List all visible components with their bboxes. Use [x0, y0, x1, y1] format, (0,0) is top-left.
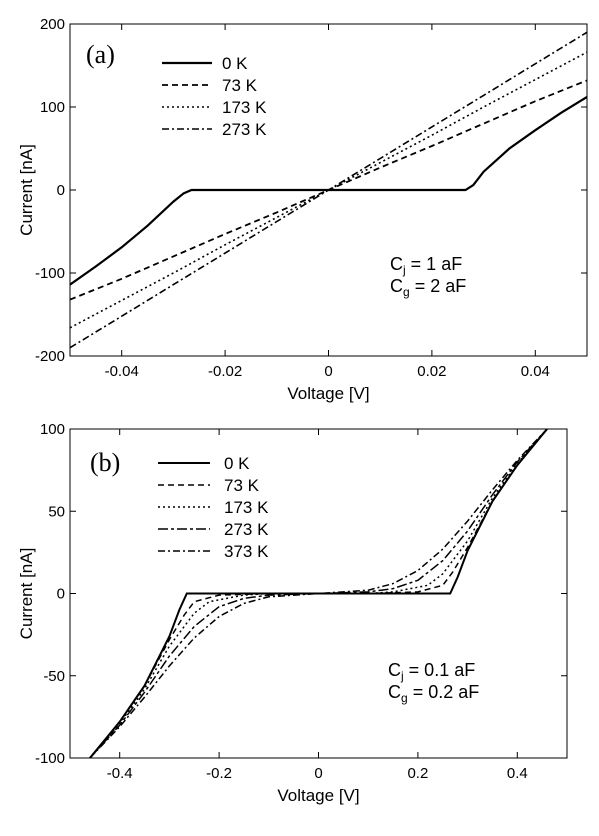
panel-a-y-tick-label: 200 — [40, 16, 65, 33]
panel-b-capacitance-annotation: Cj = 0.1 aF — [388, 660, 475, 683]
panel-a-y-tick-label: 0 — [57, 182, 65, 199]
panel-a-capacitance-annotation: Cj = 1 aF — [390, 254, 462, 277]
panel-b-x-tick-label: -0.2 — [206, 765, 232, 782]
panel-a-y-tick-label: -100 — [35, 265, 65, 282]
panel-b-legend-label: 0 K — [224, 454, 250, 473]
panel-b-y-tick-label: -100 — [35, 750, 65, 767]
panel-b-legend-label: 273 K — [224, 520, 269, 539]
panel-a-x-tick-label: 0.02 — [417, 363, 446, 380]
panel-b-y-axis-title: Current [nA] — [17, 548, 36, 640]
panel-b-y-tick-label: -50 — [43, 668, 65, 685]
panel-b-legend-label: 373 K — [224, 542, 269, 561]
panel-a-legend-label: 173 K — [222, 98, 267, 117]
panel-b-capacitance-annotation: Cg = 0.2 aF — [388, 682, 479, 705]
panel-a-y-tick-label: 100 — [40, 99, 65, 116]
panel-b-x-tick-label: -0.4 — [107, 765, 133, 782]
panel-b-x-axis-title: Voltage [V] — [277, 786, 359, 805]
panel-a-legend-label: 273 K — [222, 120, 267, 139]
panel-a-legend-label: 0 K — [222, 54, 248, 73]
panel-b-y-tick-label: 100 — [40, 421, 65, 438]
panel-b-x-tick-label: 0 — [314, 765, 322, 782]
panel-a-x-axis-title: Voltage [V] — [287, 384, 369, 403]
panel-a-legend-label: 73 K — [222, 76, 258, 95]
panel-b-y-tick-label: 50 — [48, 503, 65, 520]
panel-b: -0.4 -0.2 0 0.2 0.4 -100 -50 0 50 100 Voltage [V] C… — [17, 421, 568, 805]
panel-b-x-tick-label: 0.2 — [407, 765, 428, 782]
panel-a-y-tick-label: -200 — [35, 348, 65, 365]
panel-a-x-tick-label: -0.04 — [105, 363, 139, 380]
panel-b-series-373k — [89, 429, 548, 758]
panel-a-x-tick-label: 0.04 — [521, 363, 550, 380]
panel-b-y-tick-label: 0 — [57, 586, 65, 603]
panel-a-x-tick-label: 0 — [324, 363, 332, 380]
panel-a-capacitance-annotation: Cg = 2 aF — [390, 276, 466, 299]
panel-a-series-273k — [70, 31, 587, 349]
panel-a: -0.04 -0.02 0 0.02 0.04 -200 -100 0 100 200 Voltag… — [17, 16, 588, 403]
panel-a-y-axis-title: Current [nA] — [17, 144, 36, 236]
panel-a-panel-label: (a) — [86, 40, 115, 69]
panel-a-x-tick-label: -0.02 — [208, 363, 242, 380]
panel-b-x-tick-label: 0.4 — [507, 765, 528, 782]
panel-b-panel-label: (b) — [90, 448, 120, 477]
panel-b-legend-label: 73 K — [224, 476, 260, 495]
panel-b-legend-label: 173 K — [224, 498, 269, 517]
